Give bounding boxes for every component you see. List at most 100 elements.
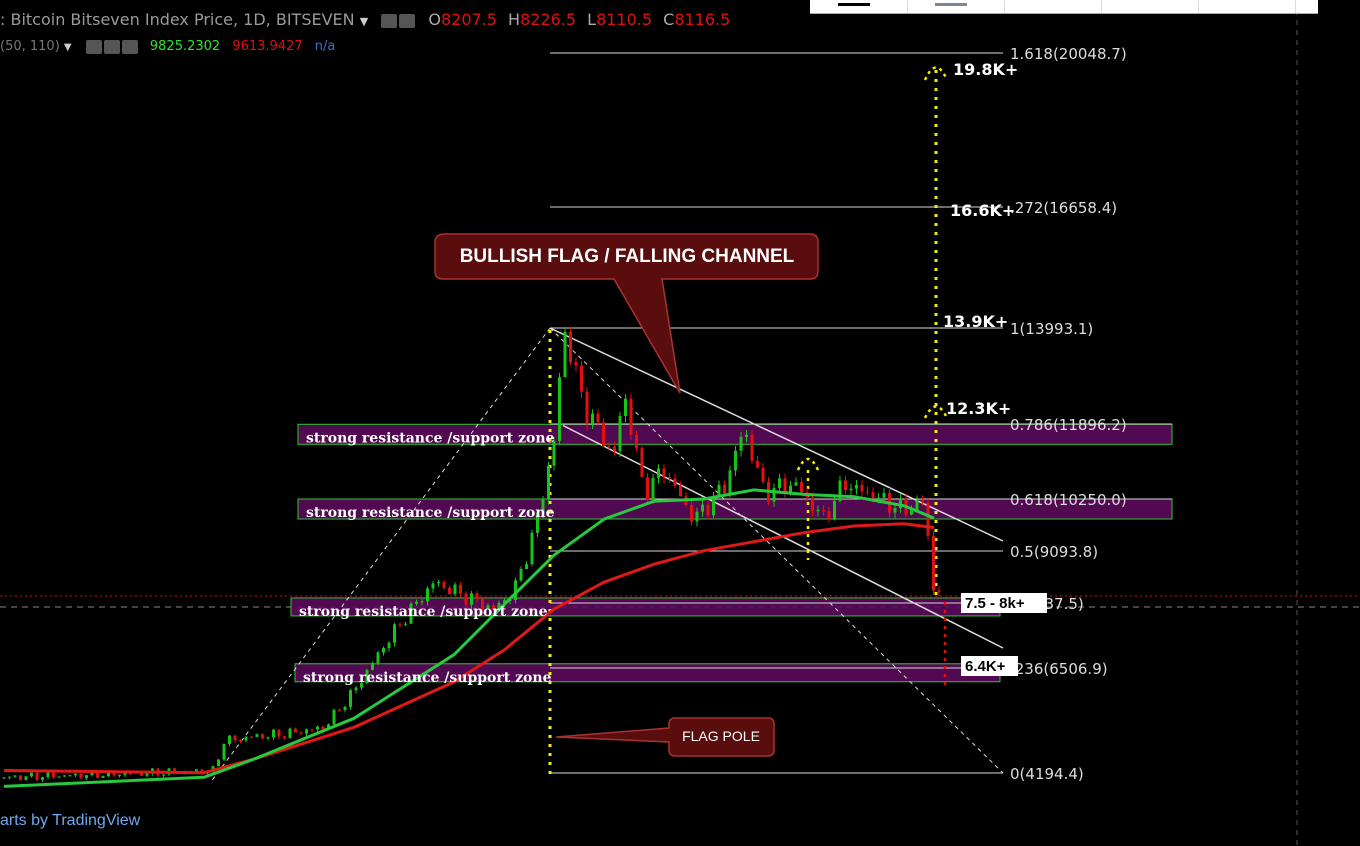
settings-gear-icon[interactable] xyxy=(399,13,416,28)
tradingview-watermark[interactable]: arts by TradingView xyxy=(0,812,141,829)
candle-body xyxy=(585,391,589,424)
candle-body xyxy=(239,739,242,741)
candle-body xyxy=(96,770,99,778)
toolbar-cell-5[interactable] xyxy=(1198,0,1296,13)
candle-body xyxy=(261,734,264,738)
candle-body xyxy=(492,605,495,609)
candle-body xyxy=(822,509,825,512)
candle-body xyxy=(57,776,61,778)
line-style-gray-button[interactable] xyxy=(907,0,1005,13)
candles xyxy=(2,327,941,783)
candle-body xyxy=(464,593,468,605)
candle-body xyxy=(728,470,732,494)
symbol-title[interactable]: : Bitcoin Bitseven Index Price, 1D, BITS… xyxy=(0,10,355,29)
zones xyxy=(290,423,1173,683)
indicator-dropdown-icon[interactable]: ▼ xyxy=(63,42,72,53)
candle-body xyxy=(2,777,6,779)
low-value: 8110.5 xyxy=(596,10,653,29)
zone-label-3: strong resistance /support zone xyxy=(299,604,548,620)
candle-body xyxy=(398,624,402,626)
candle-body xyxy=(932,535,935,591)
ma-fast-line xyxy=(3,488,935,788)
candle-body xyxy=(926,502,930,536)
candle-body xyxy=(701,504,704,512)
candle-body xyxy=(195,769,198,772)
candle-body xyxy=(442,581,446,588)
candle-body xyxy=(354,687,358,691)
fib-label-0.786: 0.786(11896.2) xyxy=(1010,416,1127,434)
candle-body xyxy=(250,736,253,738)
candle-body xyxy=(162,774,165,776)
candle-body xyxy=(123,773,127,775)
candle-body xyxy=(371,663,374,671)
close-value: 8116.5 xyxy=(674,10,731,29)
indicator-eye-icon[interactable] xyxy=(85,39,102,54)
candle-body xyxy=(288,728,292,738)
candle-body xyxy=(283,736,286,738)
symbol-header: : Bitcoin Bitseven Index Price, 1D, BITS… xyxy=(0,10,730,29)
line-style-solid-button[interactable] xyxy=(810,0,908,13)
flag-pole-callout xyxy=(555,717,775,757)
bullish-flag-callout xyxy=(434,233,819,394)
candle-body xyxy=(750,434,754,461)
candle-body xyxy=(222,744,226,760)
visibility-eye-icon[interactable] xyxy=(381,13,398,28)
candle-body xyxy=(514,580,517,601)
candle-body xyxy=(404,623,407,625)
candle-body xyxy=(52,772,55,778)
candle-body xyxy=(470,593,473,605)
candle-body xyxy=(662,468,666,478)
high-label: H xyxy=(508,10,521,29)
toolbar-cell-3[interactable] xyxy=(1004,0,1102,13)
candle-body xyxy=(761,467,765,482)
candle-body xyxy=(937,590,941,593)
candle-body xyxy=(101,775,105,778)
candle-body xyxy=(717,484,721,497)
candle-body xyxy=(349,690,352,707)
candle-body xyxy=(30,772,33,777)
candle-body xyxy=(591,413,594,424)
candle-body xyxy=(46,772,50,778)
candle-body xyxy=(816,509,820,512)
candle-body xyxy=(657,468,660,478)
symbol-dropdown-icon[interactable]: ▼ xyxy=(359,15,369,28)
drawing-toolbar[interactable] xyxy=(810,0,1318,14)
target-arrow-mid xyxy=(923,405,949,419)
candle-body xyxy=(563,331,567,378)
candle-body xyxy=(838,480,842,501)
annotation-labels: strong resistance /support zone strong re… xyxy=(299,45,1127,783)
candle-body xyxy=(844,480,847,491)
candle-body xyxy=(635,434,638,449)
candle-body xyxy=(871,492,875,502)
indicator-gear-icon[interactable] xyxy=(103,39,120,54)
flag-pole-label: FLAG POLE xyxy=(682,728,760,744)
candle-body xyxy=(360,683,363,688)
candle-body xyxy=(734,450,737,471)
candle-body xyxy=(629,398,633,435)
candle-body xyxy=(376,652,380,664)
candle-body xyxy=(19,775,22,780)
candle-body xyxy=(321,726,325,730)
fib-label-1.618: 1.618(20048.7) xyxy=(1010,45,1127,63)
candle-body xyxy=(305,729,308,734)
candle-body xyxy=(690,504,693,522)
candle-body xyxy=(800,482,803,493)
candle-body xyxy=(233,735,237,740)
candle-body xyxy=(129,773,132,775)
candle-body xyxy=(24,776,28,780)
candle-body xyxy=(272,729,275,738)
toolbar-cell-4[interactable] xyxy=(1101,0,1199,13)
candle-body xyxy=(437,581,440,584)
ma-fast-value: 9825.2302 xyxy=(149,39,221,54)
candle-body xyxy=(536,512,539,533)
indicator-params[interactable]: (50, 110) xyxy=(0,39,60,54)
indicator-close-icon[interactable] xyxy=(121,39,138,54)
target-arrow-top xyxy=(923,66,949,81)
fib-label-1.272: .272(16658.4) xyxy=(1010,199,1117,217)
candle-body xyxy=(420,601,424,603)
candle-body xyxy=(739,436,743,451)
candle-body xyxy=(525,564,528,570)
candle-body xyxy=(118,774,121,776)
candle-body xyxy=(530,532,534,565)
